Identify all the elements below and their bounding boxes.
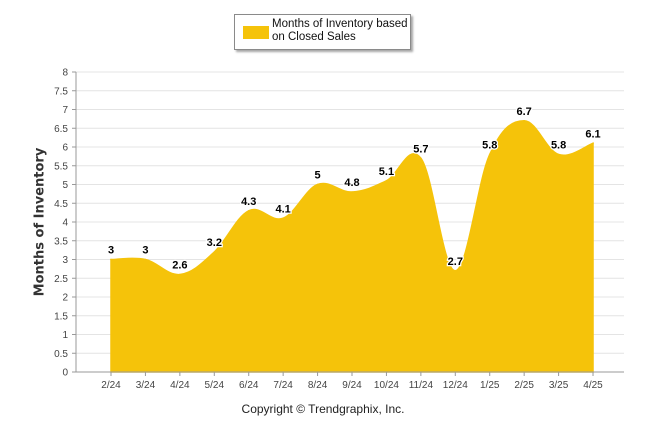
data-point (420, 157, 422, 160)
y-tick-label: 2 (62, 293, 68, 304)
data-label: 4.3 (241, 196, 256, 208)
data-label: 5 (315, 170, 321, 182)
y-tick-label: 1 (62, 330, 68, 341)
data-label: 6.1 (585, 128, 600, 140)
y-tick-label: 5.5 (54, 161, 68, 172)
data-label: 3.2 (207, 237, 222, 249)
data-point (247, 209, 250, 212)
data-label: 2.6 (172, 260, 187, 272)
x-tick-label: 7/24 (273, 380, 293, 391)
data-point (385, 179, 388, 182)
data-point (523, 119, 525, 122)
y-tick-label: 7.5 (54, 86, 68, 97)
x-tick-label: 3/25 (549, 380, 569, 391)
legend-label: Months of Inventory based on Closed Sale… (272, 18, 408, 43)
x-tick-label: 11/24 (409, 380, 434, 391)
x-tick-label: 5/24 (205, 380, 225, 391)
x-tick-label: 2/24 (101, 380, 121, 391)
data-label: 6.7 (517, 106, 532, 118)
x-tick-label: 2/25 (514, 380, 534, 391)
data-point (144, 258, 147, 261)
data-point (454, 269, 457, 272)
y-tick-label: 2.5 (54, 274, 68, 285)
x-tick-label: 8/24 (308, 380, 328, 391)
data-label: 2.7 (448, 256, 463, 268)
data-label: 3 (108, 245, 114, 257)
data-point (557, 153, 560, 156)
data-point (351, 191, 353, 193)
x-tick-label: 1/25 (480, 380, 500, 391)
x-tick-label: 3/24 (136, 380, 156, 391)
x-tick-label: 10/24 (374, 380, 399, 391)
data-point (282, 217, 284, 220)
data-label: 3 (142, 245, 148, 257)
data-label: 4.1 (276, 203, 291, 215)
y-tick-label: 1.5 (54, 311, 68, 322)
x-tick-label: 6/24 (239, 380, 259, 391)
y-tick-label: 8 (62, 68, 68, 79)
data-point (316, 183, 319, 186)
legend-swatch (243, 26, 269, 39)
data-label: 5.8 (482, 140, 497, 152)
y-tick-label: 3.5 (54, 236, 68, 247)
data-point (213, 251, 216, 253)
y-tick-label: 4 (62, 218, 68, 229)
y-tick-label: 0 (62, 368, 68, 379)
data-label: 5.8 (551, 140, 566, 152)
y-tick-label: 3 (62, 255, 68, 266)
x-tick-label: 4/25 (583, 380, 603, 391)
data-point (179, 273, 181, 276)
data-label: 5.7 (413, 143, 428, 155)
data-point (592, 142, 594, 145)
copyright-text: Copyright © Trendgraphix, Inc. (241, 402, 405, 416)
y-tick-label: 6 (62, 143, 68, 154)
y-tick-label: 7 (62, 105, 68, 116)
chart-legend: Months of Inventory based on Closed Sale… (234, 14, 411, 50)
y-axis-title: Months of Inventory (32, 147, 48, 297)
y-tick-label: 6.5 (54, 124, 68, 135)
data-label: 4.8 (344, 177, 359, 189)
x-tick-label: 9/24 (342, 380, 362, 391)
x-tick-label: 12/24 (443, 380, 468, 391)
y-tick-label: 4.5 (54, 199, 68, 210)
area-series-fill (110, 119, 594, 373)
data-point (488, 153, 491, 156)
y-tick-label: 0.5 (54, 349, 68, 360)
data-point (110, 258, 112, 261)
data-label: 5.1 (379, 166, 394, 178)
y-tick-label: 5 (62, 180, 68, 191)
x-tick-label: 4/24 (170, 380, 190, 391)
